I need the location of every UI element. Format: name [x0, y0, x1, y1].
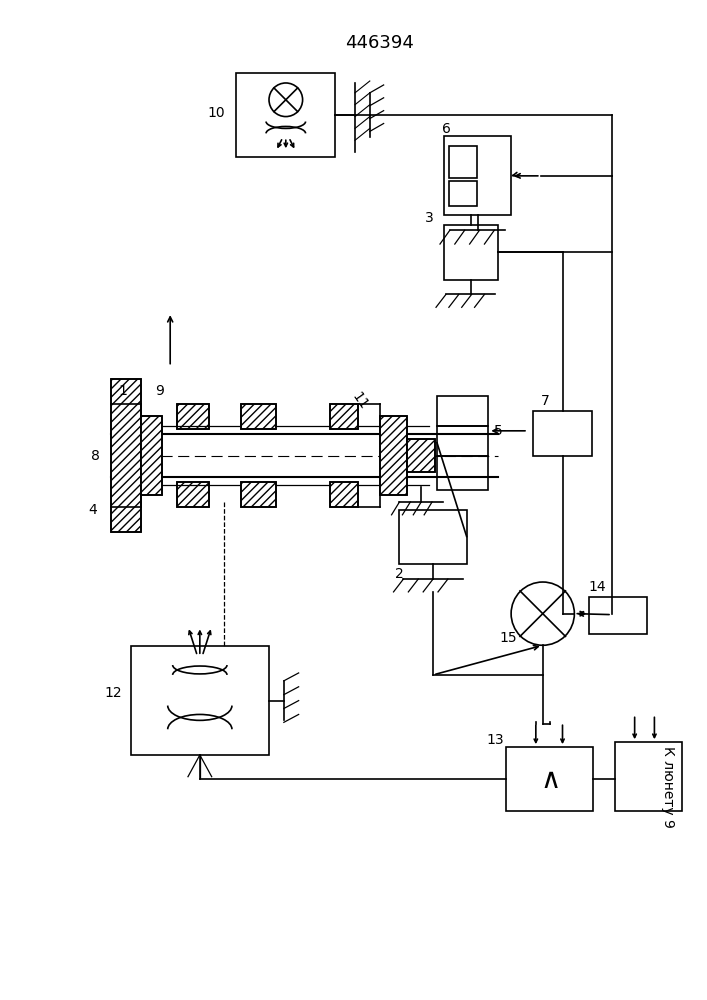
Text: 2: 2 [395, 567, 404, 581]
Bar [177, 404, 209, 429]
Bar [111, 379, 141, 532]
Bar [177, 404, 209, 429]
Bar [380, 416, 407, 495]
Bar [111, 379, 141, 532]
Bar [330, 404, 358, 429]
Bar [449, 146, 477, 178]
Bar [241, 404, 276, 429]
Bar [177, 482, 209, 507]
Bar [407, 439, 435, 472]
Text: 10: 10 [208, 106, 226, 120]
Bar [437, 456, 489, 490]
Bar [131, 646, 269, 755]
Text: 13: 13 [486, 733, 504, 747]
Text: 4: 4 [89, 503, 98, 517]
Bar [330, 482, 358, 507]
Bar [141, 416, 163, 495]
Bar [330, 404, 358, 429]
Bar [449, 181, 477, 206]
Text: 7: 7 [542, 394, 550, 408]
Bar [241, 404, 276, 429]
Bar [399, 510, 467, 564]
Bar [615, 742, 682, 811]
Bar [407, 439, 435, 472]
Bar [589, 597, 646, 634]
Text: К люнету 9: К люнету 9 [661, 746, 675, 828]
Bar [533, 411, 592, 456]
Bar [444, 136, 511, 215]
Text: 15: 15 [499, 631, 517, 645]
Text: 1: 1 [118, 384, 127, 398]
Bar [437, 426, 489, 456]
Bar [236, 73, 335, 157]
Text: 3: 3 [425, 211, 433, 225]
Bar [141, 416, 163, 495]
Bar [380, 416, 407, 495]
Text: 446394: 446394 [345, 34, 414, 52]
Text: 12: 12 [104, 686, 122, 700]
Text: 5: 5 [494, 424, 503, 438]
Text: 11: 11 [349, 390, 370, 412]
Bar [241, 482, 276, 507]
Bar [444, 225, 498, 280]
Text: 8: 8 [90, 449, 100, 463]
Bar [506, 747, 593, 811]
Bar [437, 396, 489, 426]
Bar [241, 482, 276, 507]
Text: 9: 9 [155, 384, 164, 398]
Text: 6: 6 [443, 122, 451, 136]
Text: 14: 14 [588, 580, 606, 594]
Bar [177, 482, 209, 507]
Text: $\wedge$: $\wedge$ [540, 766, 559, 794]
Bar [330, 482, 358, 507]
